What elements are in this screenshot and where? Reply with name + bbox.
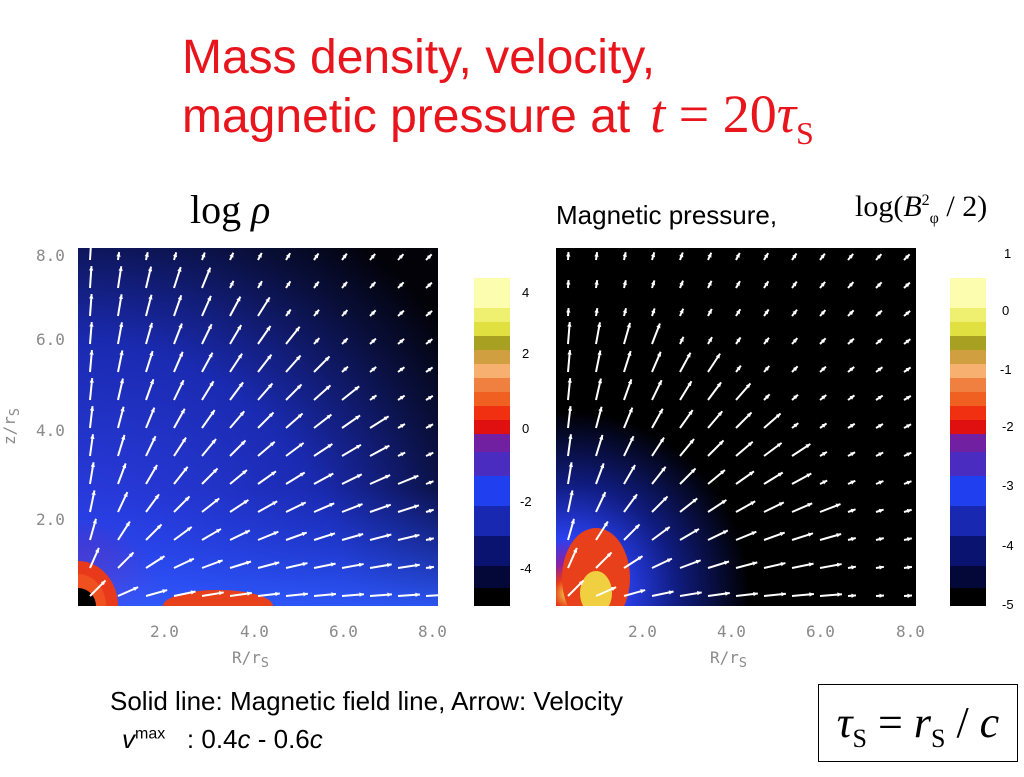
density-colorbar-tick: 4 — [522, 285, 529, 300]
x-axis-label-right: R/rS — [710, 648, 747, 671]
magnetic-colorbar-tick: 1 — [1004, 246, 1011, 261]
x-tick-right: 2.0 — [628, 622, 657, 641]
y-tick: 6.0 — [36, 330, 65, 349]
density-colorbar-svg — [474, 248, 510, 606]
magnetic-colorbar-tick: -3 — [1002, 478, 1014, 493]
title-line-2: magnetic pressure at t = 20τS — [182, 86, 814, 161]
magnetic-pressure-label: Magnetic pressure, — [556, 200, 777, 231]
x-tick-left: 2.0 — [150, 622, 179, 641]
magnetic-pressure-plot — [556, 248, 916, 606]
magnetic-pressure-formula: log(B2φ / 2) — [855, 190, 987, 228]
density-colorbar-tick: 2 — [522, 346, 529, 361]
magnetic-colorbar-tick: 0 — [1002, 303, 1009, 318]
y-tick: 2.0 — [36, 510, 65, 529]
magnetic-pressure-plot-svg — [556, 248, 916, 606]
x-tick-left: 6.0 — [329, 622, 358, 641]
density-plot-svg — [78, 248, 438, 606]
x-axis-label-left: R/rS — [232, 648, 269, 671]
magnetic-colorbar-tick: -5 — [1002, 597, 1014, 612]
magnetic-colorbar — [950, 248, 986, 606]
density-colorbar — [474, 248, 510, 606]
y-tick: 8.0 — [36, 246, 65, 265]
y-axis-label: z/rS — [0, 408, 23, 445]
title-line-1: Mass density, velocity, — [182, 30, 814, 86]
x-tick-right: 8.0 — [896, 622, 925, 641]
density-colorbar-tick: 0 — [522, 421, 529, 436]
x-tick-right: 6.0 — [806, 622, 835, 641]
timescale-definition-box: τS = rS / c — [818, 684, 1018, 762]
density-colorbar-tick: -2 — [520, 494, 532, 509]
magnetic-colorbar-tick: -1 — [1000, 362, 1012, 377]
magnetic-colorbar-svg — [950, 248, 986, 606]
figure-caption: Solid line: Magnetic field line, Arrow: … — [110, 686, 623, 717]
magnetic-colorbar-tick: -2 — [1002, 419, 1014, 434]
x-tick-left: 4.0 — [240, 622, 269, 641]
title-line-2-text: magnetic pressure at — [182, 90, 630, 143]
density-plot — [78, 248, 438, 606]
x-tick-left: 8.0 — [418, 622, 447, 641]
y-tick: 4.0 — [36, 421, 65, 440]
density-label: log ρ — [190, 186, 270, 233]
x-tick-right: 4.0 — [717, 622, 746, 641]
slide-title: Mass density, velocity, magnetic pressur… — [182, 30, 814, 161]
density-colorbar-tick: -4 — [520, 561, 532, 576]
max-velocity-note: vmax : 0.4c - 0.6c — [122, 724, 323, 755]
time-equation: t = 20τS — [650, 84, 814, 144]
magnetic-colorbar-tick: -4 — [1002, 538, 1014, 553]
